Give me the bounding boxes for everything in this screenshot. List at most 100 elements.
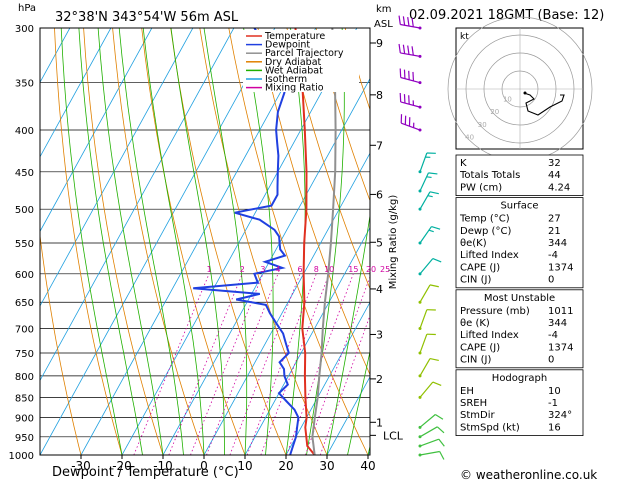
wind-barb-staff (419, 172, 429, 192)
wind-barb-staff (419, 426, 438, 438)
wind-barb-flag (411, 46, 414, 56)
surface-row-value: 0 (548, 275, 554, 286)
mixing-ratio-line (260, 273, 330, 455)
most_unstable-row-label: Pressure (mb) (460, 306, 530, 317)
most_unstable-row-label: CAPE (J) (460, 342, 500, 353)
wind-barb (418, 333, 436, 355)
legend-item-label: Dry Adiabat (265, 57, 322, 68)
wind-barb-flag (402, 44, 406, 54)
surface-row-label: Dewp (°C) (460, 226, 511, 237)
hodograph_table-row-label: StmDir (460, 410, 495, 421)
km-tick-label: 3 (376, 328, 383, 341)
dry-adiabat (40, 232, 82, 455)
hpa-unit-label: hPa (18, 3, 36, 14)
x-tick-label: -20 (112, 459, 132, 473)
hodograph_table-row-value: 324° (548, 410, 572, 421)
mixing-ratio-line (229, 273, 301, 455)
pressure-tick-label: 300 (15, 24, 34, 35)
hodograph-ring-label: 10 (503, 96, 512, 104)
wind-barb-flag (398, 15, 401, 25)
hodograph-ring-label: 20 (490, 108, 499, 116)
most_unstable-row-value: 344 (548, 318, 567, 329)
wind-barb (418, 172, 438, 193)
isotherm-line (40, 28, 112, 158)
most_unstable-row-label: Lifted Index (460, 330, 519, 341)
wind-barb-base (418, 81, 422, 85)
indices-row-value: 4.24 (548, 182, 570, 193)
wind-barb-base (418, 272, 422, 276)
x-tick-label: -30 (71, 459, 91, 473)
pressure-tick-label: 400 (15, 126, 34, 137)
wet-adiabat (97, 28, 164, 455)
wind-barb (418, 226, 441, 245)
mixing-ratio-label: 10 (324, 265, 334, 274)
km-tick-label: 7 (376, 139, 383, 152)
km-tick-label: 5 (376, 236, 383, 249)
isotherm-line (285, 301, 370, 455)
wind-barb-staff (419, 284, 431, 303)
wind-barb-flag (432, 381, 442, 386)
wind-barb-base (418, 351, 422, 355)
most_unstable-row-label: θe (K) (460, 318, 490, 329)
wind-barb-base (418, 128, 422, 132)
km-unit-label: km (376, 4, 392, 15)
wind-barb-base (418, 189, 422, 193)
pressure-tick-label: 500 (15, 205, 34, 216)
wind-barb-staff (401, 122, 421, 131)
mixing-ratio-label: 25 (380, 265, 390, 274)
isotherm-line (244, 226, 370, 455)
mixing-ratio-line (190, 273, 264, 455)
wind-barb (400, 114, 422, 132)
km-tick-label: 8 (376, 89, 383, 102)
surface-row-value: 1374 (548, 262, 573, 273)
dry-adiabat (112, 28, 205, 455)
dry-adiabat (83, 28, 164, 455)
wind-barb-staff (419, 450, 440, 456)
mixing-ratio-line (305, 275, 370, 455)
wet-adiabat (306, 28, 345, 455)
mixing-ratio-line (246, 273, 317, 455)
pressure-tick-label: 1000 (9, 451, 34, 462)
hodograph-trace (523, 92, 565, 116)
hodograph_table-row-label: EH (460, 386, 474, 397)
wind-barb-base (418, 374, 422, 378)
wind-barb-flag (428, 229, 434, 233)
mixing-ratio-label: 1 (207, 265, 212, 274)
most_unstable-row-label: CIN (J) (460, 355, 491, 366)
wind-barb-flag (398, 43, 401, 53)
hodograph-storm-marker (523, 91, 527, 95)
wind-barb-flag (402, 16, 406, 26)
surface-row-value: 344 (548, 238, 567, 249)
hodograph-unit-label: kt (460, 32, 469, 42)
isotherm-line (121, 28, 358, 455)
wind-barb-flag (407, 45, 410, 55)
hodograph-ring-label: 30 (478, 121, 487, 129)
wind-barb-flag (432, 257, 442, 263)
wind-barb-flag (429, 357, 439, 361)
wind-barb-base (418, 435, 422, 439)
indices-box (455, 154, 584, 196)
wet-adiabat (347, 349, 370, 455)
wind-barb (399, 68, 422, 85)
surface-row-label: Lifted Index (460, 250, 519, 261)
wind-barb (418, 357, 439, 378)
surface-row-value: 27 (548, 214, 561, 225)
skewt-axes: 3003504004505005506006507007508008509009… (9, 24, 404, 473)
isotherm-line (40, 28, 235, 382)
indices-row-value: 32 (548, 158, 561, 169)
km-tick-label: 6 (376, 188, 383, 201)
wet-adiabat (78, 28, 143, 455)
isotherm-line (80, 28, 317, 455)
wind-barb-staff (400, 52, 421, 57)
dry-adiabat (228, 28, 369, 455)
hodograph-ring-label: 40 (465, 133, 474, 141)
isotherm-line (326, 375, 370, 455)
pressure-tick-label: 650 (15, 298, 34, 309)
wind-barb (418, 191, 439, 211)
wind-barb-staff (419, 333, 428, 354)
indices-row-label: Totals Totals (459, 170, 520, 181)
mixing-ratio-label: 15 (348, 265, 358, 274)
wet-adiabat (60, 28, 123, 455)
pressure-tick-label: 850 (15, 393, 34, 404)
